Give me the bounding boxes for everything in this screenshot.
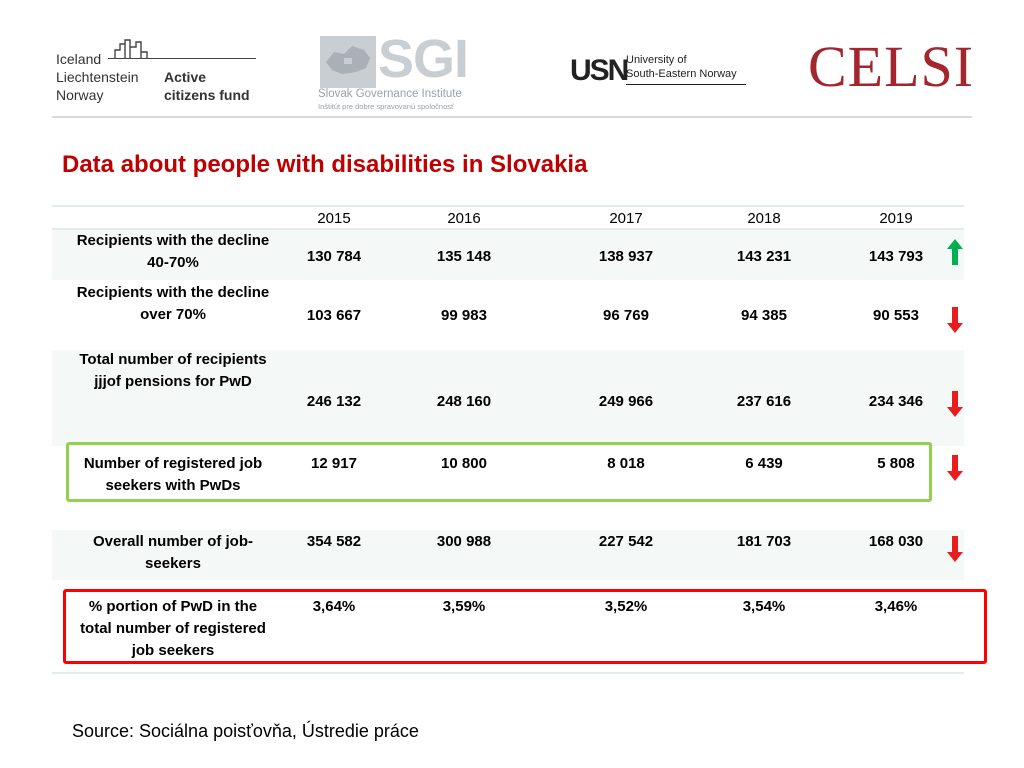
table-cell: 3,46% <box>874 598 918 615</box>
table-cell: 181 703 <box>736 533 792 550</box>
row-label: Total number of recipients jjjof pension… <box>56 349 290 393</box>
row-label: Recipients with the decline over 70% <box>56 282 290 326</box>
table-cell: 3,52% <box>604 598 648 615</box>
table-cell: 96 769 <box>603 307 649 324</box>
table-cell: 3,54% <box>742 598 786 615</box>
eea-country: Norway <box>56 87 104 103</box>
table-cell: 135 148 <box>436 248 492 265</box>
table-top-rule <box>52 205 964 207</box>
trend-down-arrow-icon <box>947 455 963 481</box>
header-divider <box>52 116 972 118</box>
row-band <box>52 530 964 580</box>
row-label: Number of registered job seekers with Pw… <box>62 453 284 497</box>
year-header: 2019 <box>879 210 913 227</box>
sgi-name: Slovak Governance Institute <box>318 88 462 100</box>
usn-name-line: South-Eastern Norway <box>626 68 737 80</box>
row-label-line: Recipients with the decline <box>76 284 270 301</box>
row-label-line: Overall number of job- <box>92 533 254 550</box>
trend-down-arrow-icon <box>947 536 963 562</box>
sgi-subtitle: Inštitút pre dobre spravovanú spoločnosť <box>318 102 454 111</box>
building-icon <box>114 39 148 59</box>
sgi-logo: SGI Slovak Governance Institute Inštitút… <box>316 29 480 112</box>
table-cell: 130 784 <box>306 248 362 265</box>
eea-fund-line: citizens fund <box>164 87 250 103</box>
table-cell: 354 582 <box>306 533 362 550</box>
table-cell: 10 800 <box>441 455 487 472</box>
eea-fund-line: Active <box>164 69 207 85</box>
highlight-box-green <box>66 442 932 502</box>
highlight-box-red <box>63 589 987 664</box>
table-cell: 237 616 <box>736 393 792 410</box>
table-cell: 248 160 <box>436 393 492 410</box>
sgi-map-icon <box>320 36 376 88</box>
usn-name-line: University of <box>626 54 687 66</box>
table-cell: 99 983 <box>441 307 487 324</box>
trend-down-arrow-icon <box>947 307 963 333</box>
trend-down-arrow-icon <box>947 391 963 417</box>
table-cell: 249 966 <box>598 393 654 410</box>
row-label-line: Recipients with the decline <box>76 232 270 249</box>
row-label-line: Total number of recipients <box>79 351 267 368</box>
table-cell: 3,64% <box>312 598 356 615</box>
table-cell: 143 793 <box>868 248 924 265</box>
row-label: % portion of PwD in the total number of … <box>62 596 284 662</box>
row-label-line: seekers <box>145 555 201 572</box>
eea-fund-name: Active citizens fund <box>164 68 250 104</box>
row-label: Overall number of job- seekers <box>62 531 284 575</box>
usn-mark: USN <box>570 54 629 87</box>
table-cell: 234 346 <box>868 393 924 410</box>
row-label-line: over 70% <box>140 306 206 323</box>
trend-up-arrow-icon <box>947 239 963 265</box>
table-cell: 8 018 <box>607 455 645 472</box>
table-cell: 90 553 <box>873 307 919 324</box>
table-cell: 6 439 <box>745 455 783 472</box>
row-band <box>52 350 964 446</box>
row-label-line: job seekers <box>131 642 215 659</box>
eea-countries: Iceland Liechtenstein Norway <box>56 50 139 104</box>
row-label-line: 40-70% <box>147 254 199 271</box>
year-header: 2017 <box>609 210 643 227</box>
year-header: 2015 <box>317 210 351 227</box>
year-header: 2016 <box>447 210 481 227</box>
table-cell: 138 937 <box>598 248 654 265</box>
usn-logo-line <box>626 84 746 85</box>
table-bottom-rule <box>52 672 964 674</box>
table-cell: 246 132 <box>306 393 362 410</box>
row-label-line: % portion of PwD in the <box>88 598 258 615</box>
table-cell: 3,59% <box>442 598 486 615</box>
usn-logo: USN University of South-Eastern Norway <box>570 52 750 92</box>
eea-grants-logo: Iceland Liechtenstein Norway Active citi… <box>56 38 256 110</box>
usn-name: University of South-Eastern Norway <box>626 53 737 81</box>
eea-logo-line <box>108 58 256 59</box>
row-label-line: total number of registered <box>80 620 266 637</box>
eea-country: Iceland <box>56 51 102 67</box>
page-title: Data about people with disabilities in S… <box>62 151 588 178</box>
row-label: Recipients with the decline 40-70% <box>56 230 290 274</box>
eea-country: Liechtenstein <box>56 69 139 85</box>
table-cell: 300 988 <box>436 533 492 550</box>
table-cell: 168 030 <box>868 533 924 550</box>
row-label-line: seekers with PwDs <box>105 477 241 494</box>
year-header: 2018 <box>747 210 781 227</box>
row-label-line: jjjof pensions for PwD <box>94 373 252 390</box>
table-cell: 103 667 <box>306 307 362 324</box>
table-cell: 12 917 <box>311 455 357 472</box>
row-label-line: Number of registered job <box>83 455 263 472</box>
row-band <box>52 230 964 280</box>
source-note: Source: Sociálna poisťovňa, Ústredie prá… <box>72 721 419 741</box>
table-cell: 5 808 <box>877 455 915 472</box>
sgi-letters: SGI <box>378 29 469 89</box>
table-cell: 94 385 <box>741 307 787 324</box>
celsi-logo: CELSI <box>808 34 975 99</box>
table-cell: 227 542 <box>598 533 654 550</box>
table-cell: 143 231 <box>736 248 792 265</box>
header-rule <box>52 228 964 230</box>
